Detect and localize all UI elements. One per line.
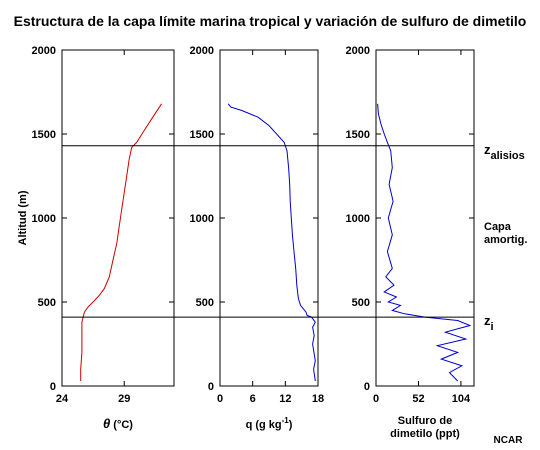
x-axis-label-q: q (g kg-1) <box>246 416 293 431</box>
y-tick-label: 2000 <box>190 45 214 57</box>
x-tick-label: 0 <box>217 393 223 405</box>
x-tick-label: 12 <box>279 393 291 405</box>
y-tick-label: 1000 <box>346 213 370 225</box>
y-tick-label: 1500 <box>346 129 370 141</box>
x-tick-label: 104 <box>452 393 471 405</box>
x-tick-label: 6 <box>250 393 256 405</box>
series-line-panel-2 <box>227 103 316 382</box>
x-tick-label: 24 <box>56 393 69 405</box>
y-tick-label: 0 <box>364 381 370 393</box>
panel-frame-1 <box>61 49 175 387</box>
x-tick-label: 0 <box>373 393 379 405</box>
y-tick-label: 1000 <box>32 213 56 225</box>
y-tick-label: 500 <box>38 297 56 309</box>
series-line-panel-1 <box>80 103 163 381</box>
credit-label: NCAR <box>494 435 524 446</box>
reference-line-label-2: zi <box>484 313 494 333</box>
reference-line-label-1: zalisios <box>484 142 525 162</box>
y-tick-label: 0 <box>50 381 56 393</box>
y-axis-label: Altitud (m) <box>17 190 29 245</box>
layer-label-line: amortig. <box>484 234 527 246</box>
x-tick-label: 18 <box>312 393 324 405</box>
x-axis-label-theta: θ (°C) <box>103 416 133 431</box>
panel-frame-2 <box>219 49 319 387</box>
panels-group: 0 500 1000 1500 2000 24 29 θ (°C) 0 500 1000 1500 20… <box>17 45 527 440</box>
y-tick-label: 2000 <box>346 45 370 57</box>
y-tick-label: 1500 <box>190 129 214 141</box>
y-tick-label: 1000 <box>190 213 214 225</box>
y-tick-label: 2000 <box>32 45 56 57</box>
x-tick-label: 52 <box>412 393 424 405</box>
x-axis-label-dms-line: dimetilo (ppt) <box>390 428 460 440</box>
y-tick-label: 500 <box>196 297 214 309</box>
panel-frame-3 <box>375 49 475 387</box>
chart-title: Estructura de la capa límite marina trop… <box>14 13 527 29</box>
x-axis-label-dms-line: Sulfuro de <box>398 415 452 427</box>
y-tick-label: 1500 <box>32 129 56 141</box>
y-tick-label: 500 <box>352 297 370 309</box>
y-tick-label: 0 <box>208 381 214 393</box>
layer-label-line: Capa <box>484 221 512 233</box>
x-tick-label: 29 <box>118 393 130 405</box>
series-line-panel-3 <box>377 103 472 382</box>
